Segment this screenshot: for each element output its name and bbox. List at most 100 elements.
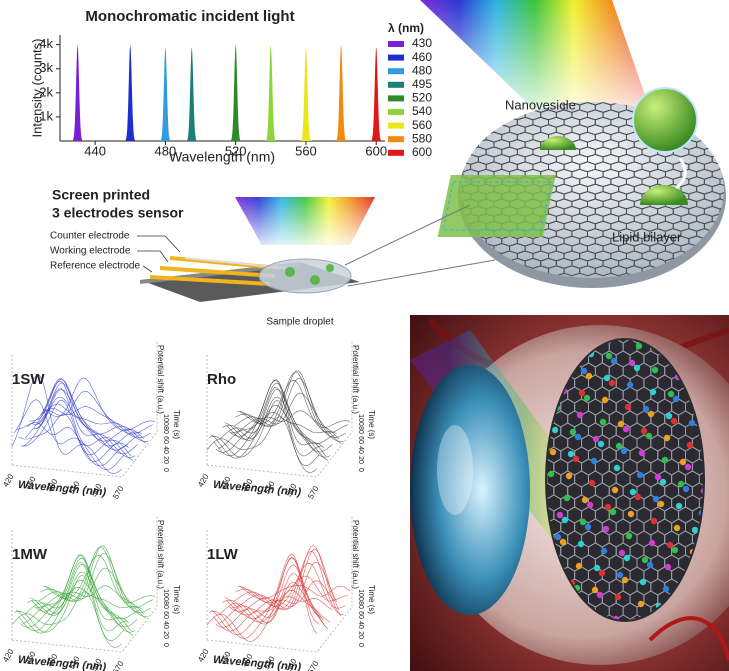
- hexagon: [447, 244, 463, 254]
- photoreceptor: [625, 404, 631, 410]
- photoreceptor: [586, 373, 592, 379]
- x-tick-label: 480: [155, 143, 177, 158]
- legend-label: 495: [412, 77, 432, 91]
- photoreceptor: [621, 448, 627, 454]
- x-axis-label: Wavelength (nm): [212, 479, 301, 499]
- hexagon: [720, 251, 729, 261]
- spectral-peak: [230, 45, 242, 141]
- chart-title: Monochromatic incident light: [85, 8, 294, 25]
- x-tick-label: 570: [306, 484, 321, 501]
- vesicle-zoom: [633, 88, 697, 152]
- droplet-label: Sample droplet: [266, 317, 333, 328]
- hexagon: [720, 147, 729, 157]
- t-tick-label: 100: [357, 589, 364, 601]
- photoreceptor: [617, 572, 623, 578]
- response-panel: 1SW420450480510540570Wavelength (nm)Pote…: [1, 340, 181, 501]
- light-fade: [420, 0, 650, 110]
- x-tick-label: 600: [365, 143, 387, 158]
- hexagon: [463, 95, 479, 105]
- hexagon: [704, 117, 720, 127]
- photoreceptor: [593, 436, 599, 442]
- hexagon: [447, 125, 463, 135]
- photoreceptor: [637, 472, 643, 478]
- photoreceptor: [674, 525, 680, 531]
- photoreceptor: [638, 601, 644, 607]
- t-tick-label: 80: [162, 601, 169, 609]
- photoreceptor: [626, 533, 632, 539]
- hexagon: [704, 266, 720, 276]
- photoreceptor: [642, 557, 648, 563]
- y-tick-label: 1k: [39, 108, 53, 123]
- hexagon: [486, 117, 502, 127]
- t-tick-label: 100: [162, 414, 169, 426]
- hexagon: [471, 102, 487, 112]
- photoreceptor: [615, 594, 621, 600]
- legend-swatch: [388, 55, 404, 61]
- hexagon: [720, 117, 729, 127]
- photoreceptor: [664, 435, 670, 441]
- z-axis-label: Potential shift (a.u.): [156, 520, 165, 589]
- legend-swatch: [388, 41, 404, 47]
- legend-title: λ (nm): [388, 21, 424, 35]
- hexagon: [720, 132, 729, 142]
- hexagon: [486, 266, 502, 276]
- photoreceptor: [582, 497, 588, 503]
- zoom-line: [348, 260, 495, 286]
- photoreceptor: [585, 524, 591, 530]
- y-tick-label: 2k: [39, 84, 53, 99]
- photoreceptor: [597, 592, 603, 598]
- photoreceptor: [652, 367, 658, 373]
- photoreceptor: [610, 509, 616, 515]
- x-tick-label: 440: [84, 143, 106, 158]
- leader: [143, 266, 152, 272]
- photoreceptor: [689, 420, 695, 426]
- photoreceptor: [665, 564, 671, 570]
- photoreceptor: [653, 496, 659, 502]
- photoreceptor: [629, 360, 635, 366]
- hexagon: [689, 266, 705, 276]
- t-axis-label: Time (s): [172, 585, 181, 614]
- photoreceptor: [562, 517, 568, 523]
- legend-label: 430: [412, 36, 432, 50]
- hexagon: [486, 102, 502, 112]
- photoreceptor: [577, 412, 583, 418]
- photoreceptor: [627, 382, 633, 388]
- legend-label: 480: [412, 63, 432, 77]
- photoreceptor: [603, 526, 609, 532]
- panel-box: [12, 340, 157, 477]
- legend-label: 580: [412, 131, 432, 145]
- panel-label: 1LW: [207, 546, 239, 563]
- photoreceptor: [692, 527, 698, 533]
- panel-label: Rho: [207, 371, 236, 388]
- photoreceptor: [648, 411, 654, 417]
- t-tick-label: 80: [357, 601, 364, 609]
- vesicle-dot: [326, 264, 334, 272]
- sensor-title: Screen printed: [52, 187, 150, 203]
- photoreceptor: [611, 358, 617, 364]
- legend-label: 520: [412, 91, 432, 105]
- photoreceptor: [592, 587, 598, 593]
- hexagon: [455, 117, 471, 127]
- x-tick-label: 570: [306, 659, 321, 671]
- photoreceptor: [646, 433, 652, 439]
- photoreceptor: [663, 586, 669, 592]
- eye-illustration: [410, 315, 729, 671]
- hexagon: [712, 244, 728, 254]
- t-tick-label: 0: [162, 643, 169, 647]
- hexagon: [720, 221, 729, 231]
- photoreceptor: [560, 539, 566, 545]
- photoreceptor: [672, 547, 678, 553]
- leader: [137, 251, 168, 262]
- photoreceptor: [680, 459, 686, 465]
- x-tick-label: 560: [295, 143, 317, 158]
- hexagon: [720, 266, 729, 276]
- x-tick-label: 570: [111, 484, 126, 501]
- hexagon: [447, 154, 463, 164]
- electrode-label: Reference electrode: [50, 261, 140, 272]
- photoreceptor: [616, 443, 622, 449]
- photoreceptor: [579, 390, 585, 396]
- hexagon: [478, 110, 494, 120]
- photoreceptor: [612, 487, 618, 493]
- light-fade: [235, 197, 375, 245]
- legend-label: 600: [412, 145, 432, 159]
